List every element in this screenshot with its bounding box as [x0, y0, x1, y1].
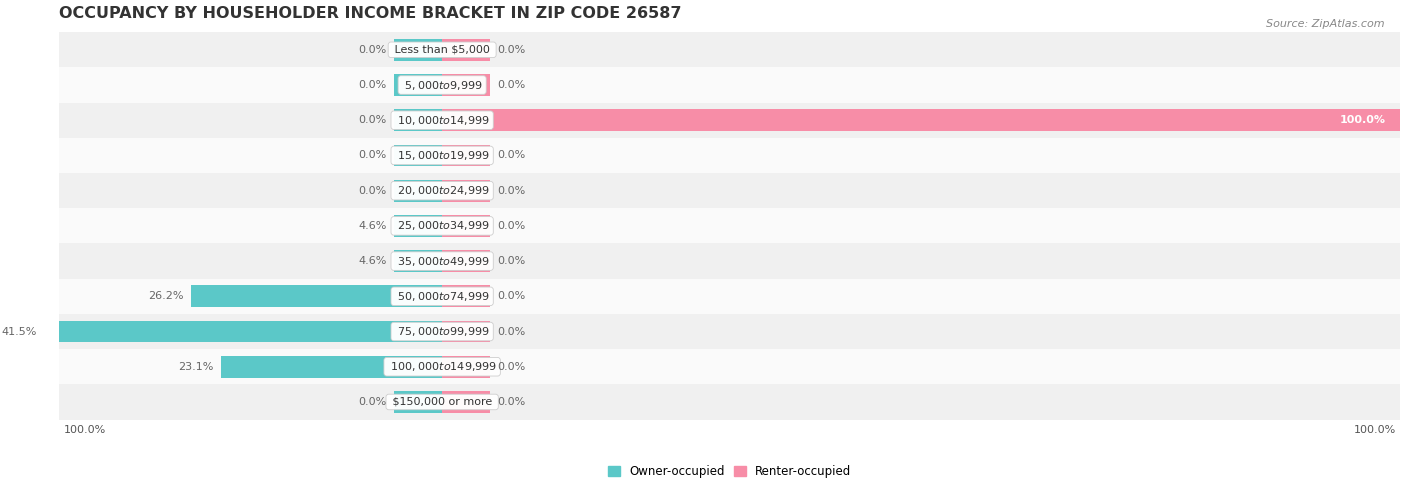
- Text: 26.2%: 26.2%: [148, 291, 183, 301]
- Legend: Owner-occupied, Renter-occupied: Owner-occupied, Renter-occupied: [603, 461, 856, 483]
- Bar: [45, 320, 441, 342]
- Bar: [441, 180, 491, 202]
- Text: 4.6%: 4.6%: [359, 221, 387, 231]
- Bar: [59, 279, 1400, 314]
- Text: 100.0%: 100.0%: [1340, 115, 1386, 125]
- Bar: [59, 32, 1400, 67]
- Bar: [59, 244, 1400, 279]
- Text: $50,000 to $74,999: $50,000 to $74,999: [394, 290, 491, 303]
- Bar: [441, 391, 491, 413]
- Text: $20,000 to $24,999: $20,000 to $24,999: [394, 184, 491, 197]
- Text: 0.0%: 0.0%: [359, 397, 387, 407]
- Bar: [191, 285, 441, 307]
- Text: 0.0%: 0.0%: [498, 186, 526, 196]
- Bar: [394, 39, 441, 61]
- Bar: [441, 145, 491, 167]
- Text: 4.6%: 4.6%: [359, 256, 387, 266]
- Bar: [59, 349, 1400, 384]
- Text: 0.0%: 0.0%: [359, 115, 387, 125]
- Bar: [441, 250, 491, 272]
- Text: $75,000 to $99,999: $75,000 to $99,999: [394, 325, 491, 338]
- Bar: [441, 109, 1400, 131]
- Text: $5,000 to $9,999: $5,000 to $9,999: [401, 78, 484, 92]
- Text: 0.0%: 0.0%: [359, 80, 387, 90]
- Bar: [394, 109, 441, 131]
- Bar: [394, 215, 441, 237]
- Bar: [441, 74, 491, 96]
- Bar: [441, 39, 491, 61]
- Text: 100.0%: 100.0%: [63, 425, 105, 435]
- Text: 0.0%: 0.0%: [498, 150, 526, 160]
- Text: 0.0%: 0.0%: [498, 221, 526, 231]
- Text: $10,000 to $14,999: $10,000 to $14,999: [394, 114, 491, 127]
- Text: 0.0%: 0.0%: [359, 150, 387, 160]
- Text: 0.0%: 0.0%: [498, 256, 526, 266]
- Text: 0.0%: 0.0%: [359, 45, 387, 55]
- Bar: [221, 356, 441, 377]
- Bar: [59, 208, 1400, 244]
- Text: 100.0%: 100.0%: [1354, 425, 1396, 435]
- Text: 0.0%: 0.0%: [498, 80, 526, 90]
- Bar: [59, 138, 1400, 173]
- Bar: [394, 391, 441, 413]
- Bar: [59, 314, 1400, 349]
- Bar: [394, 180, 441, 202]
- Bar: [59, 103, 1400, 138]
- Text: 0.0%: 0.0%: [498, 291, 526, 301]
- Text: $100,000 to $149,999: $100,000 to $149,999: [387, 360, 498, 373]
- Bar: [441, 320, 491, 342]
- Bar: [59, 384, 1400, 420]
- Text: 0.0%: 0.0%: [498, 362, 526, 372]
- Text: $35,000 to $49,999: $35,000 to $49,999: [394, 255, 491, 267]
- Text: Source: ZipAtlas.com: Source: ZipAtlas.com: [1267, 19, 1385, 30]
- Bar: [59, 67, 1400, 103]
- Text: $25,000 to $34,999: $25,000 to $34,999: [394, 219, 491, 232]
- Text: 0.0%: 0.0%: [359, 186, 387, 196]
- Text: OCCUPANCY BY HOUSEHOLDER INCOME BRACKET IN ZIP CODE 26587: OCCUPANCY BY HOUSEHOLDER INCOME BRACKET …: [59, 5, 682, 20]
- Bar: [441, 215, 491, 237]
- Text: 23.1%: 23.1%: [177, 362, 214, 372]
- Bar: [394, 145, 441, 167]
- Bar: [394, 250, 441, 272]
- Bar: [441, 285, 491, 307]
- Text: 0.0%: 0.0%: [498, 45, 526, 55]
- Text: $150,000 or more: $150,000 or more: [389, 397, 495, 407]
- Text: 0.0%: 0.0%: [498, 327, 526, 337]
- Text: $15,000 to $19,999: $15,000 to $19,999: [394, 149, 491, 162]
- Text: 41.5%: 41.5%: [1, 327, 37, 337]
- Bar: [441, 356, 491, 377]
- Bar: [394, 74, 441, 96]
- Text: Less than $5,000: Less than $5,000: [391, 45, 494, 55]
- Text: 0.0%: 0.0%: [498, 397, 526, 407]
- Bar: [59, 173, 1400, 208]
